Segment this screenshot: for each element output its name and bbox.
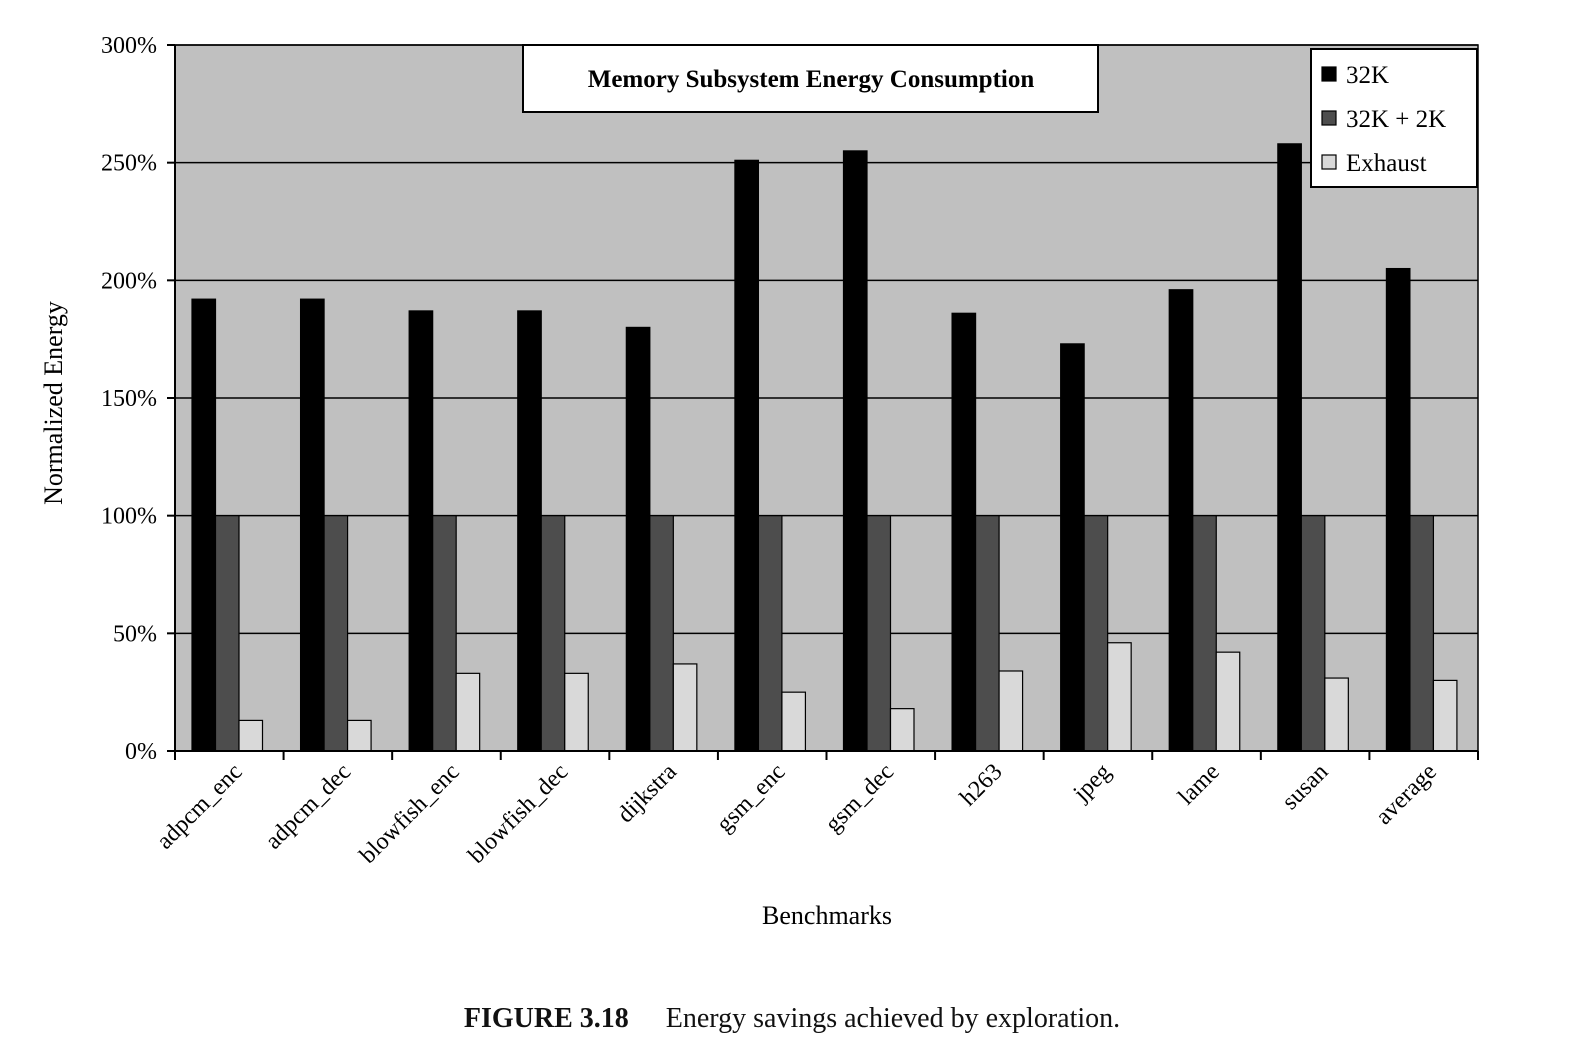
bar-32k-2k-lame (1192, 515, 1217, 752)
legend-label: 32K (1346, 62, 1389, 89)
legend-label: 32K + 2K (1346, 106, 1446, 133)
x-tick-label: susan (1277, 759, 1333, 815)
bar-32k-dijkstra (625, 326, 651, 752)
bar-32k-blowfish_enc (408, 310, 434, 752)
bar-32k-2k-adpcm_enc (214, 515, 240, 752)
bar-exhaust-blowfish_enc (455, 672, 481, 752)
bar-exhaust-gsm_dec (889, 708, 915, 752)
bar-exhaust-susan (1324, 677, 1349, 752)
bar-32k-2k-blowfish_dec (540, 515, 566, 752)
bar-32k-susan (1277, 143, 1302, 752)
bar-exhaust-adpcm_dec (346, 719, 372, 752)
x-tick-label: gsm_dec (820, 759, 899, 838)
x-tick-label: lame (1173, 759, 1224, 810)
x-tick-label: adpcm_dec (260, 759, 356, 855)
bar-32k-lame (1168, 289, 1194, 752)
bar-32k-2k-gsm_dec (866, 515, 892, 752)
bar-32k-adpcm_dec (299, 298, 325, 752)
x-tick-label: h263 (955, 759, 1007, 811)
y-tick-label: 300% (101, 33, 157, 59)
y-tick-labels: 0% 50% 100% 150% 200% 250% 300% (101, 33, 157, 765)
y-tick-label: 50% (113, 621, 157, 647)
chart-title-box: Memory Subsystem Energy Consumption (522, 44, 1099, 113)
bar-exhaust-adpcm_enc (238, 719, 264, 752)
bar-32k-2k-adpcm_dec (323, 515, 349, 752)
legend-swatch (1321, 154, 1337, 170)
bar-32k-gsm_enc (734, 159, 760, 752)
x-tick-label: gsm_enc (712, 759, 791, 838)
figure-caption-text: Energy savings achieved by exploration. (665, 1003, 1121, 1034)
y-tick-label: 0% (125, 739, 157, 765)
bar-32k-2k-gsm_enc (757, 515, 783, 752)
x-tick-label: adpcm_enc (152, 759, 248, 855)
bar-32k-2k-susan (1300, 515, 1326, 752)
bar-exhaust-dijkstra (672, 663, 698, 752)
chart-title: Memory Subsystem Energy Consumption (588, 66, 1035, 93)
x-tick-label: average (1371, 759, 1442, 830)
bar-exhaust-lame (1215, 651, 1241, 752)
y-tick-label: 100% (101, 504, 157, 530)
figure-caption: FIGURE 3.18 Energy savings achieved by e… (0, 1003, 1584, 1035)
x-tick-label: dijkstra (613, 759, 683, 829)
y-axis-title: Normalized Energy (39, 301, 68, 505)
bar-32k-2k-blowfish_enc (432, 515, 457, 752)
legend-swatch (1321, 66, 1337, 82)
x-tick-label: blowfish_dec (463, 759, 573, 869)
legend-swatch (1321, 110, 1337, 126)
y-tick-label: 250% (101, 151, 157, 177)
bars (191, 143, 1458, 752)
bar-exhaust-jpeg (1107, 642, 1132, 752)
bar-32k-h263 (951, 312, 977, 752)
bar-exhaust-blowfish_dec (564, 672, 589, 752)
x-tick-labels: adpcm_enc adpcm_decblowfish_encblowfish_d… (152, 759, 1442, 869)
x-axis-title: Benchmarks (762, 901, 892, 930)
bar-32k-2k-jpeg (1083, 515, 1109, 752)
bar-32k-jpeg (1060, 343, 1085, 752)
x-tick-label: blowfish_enc (355, 759, 465, 869)
bar-32k-2k-average (1409, 515, 1435, 752)
bar-exhaust-gsm_enc (781, 691, 807, 752)
y-tick-label: 150% (101, 386, 157, 412)
bar-32k-2k-h263 (974, 515, 1000, 752)
legend-box (1310, 48, 1478, 188)
bar-32k-average (1385, 267, 1411, 752)
bar-32k-adpcm_enc (191, 298, 217, 752)
bar-exhaust-average (1432, 679, 1458, 752)
bar-32k-gsm_dec (842, 150, 868, 752)
y-tick-label: 200% (101, 268, 157, 294)
bar-32k-blowfish_dec (517, 310, 542, 752)
figure-label: FIGURE 3.18 (463, 1003, 629, 1034)
bar-32k-2k-dijkstra (649, 515, 674, 752)
bar-exhaust-h263 (998, 670, 1024, 752)
x-tick-label: jpeg (1068, 759, 1116, 807)
legend: 32K 32K + 2K Exhaust (1310, 48, 1478, 188)
legend-label: Exhaust (1346, 150, 1427, 177)
